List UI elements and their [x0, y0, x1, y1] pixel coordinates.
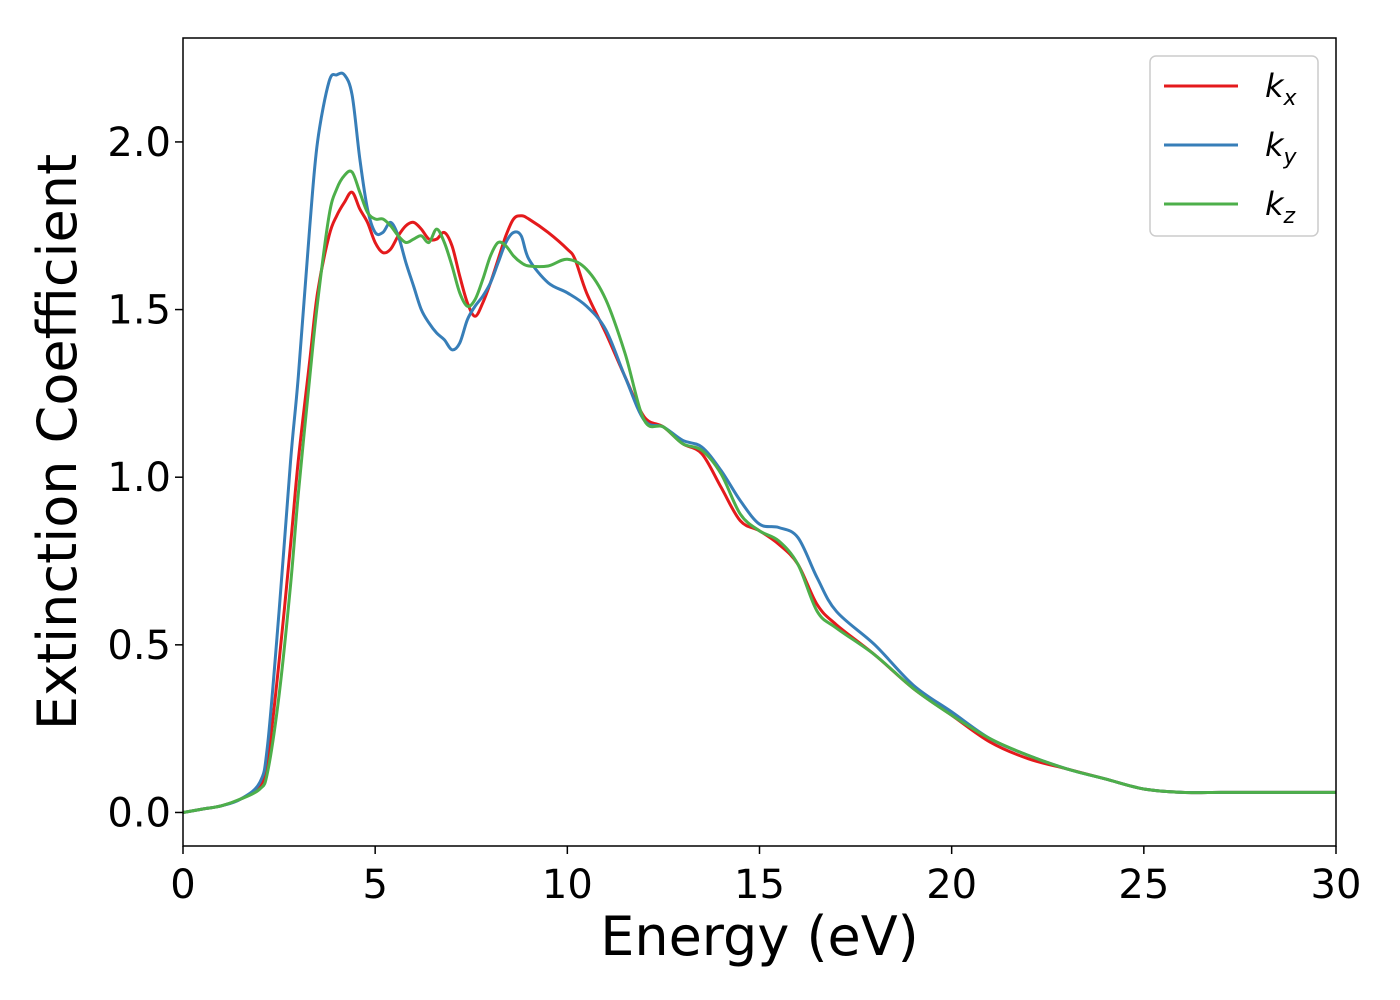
series-layer	[183, 71, 1336, 814]
legend: kx ky kz	[1149, 55, 1319, 237]
x-tick-label: 25	[1118, 862, 1169, 908]
x-tick-label: 5	[362, 862, 387, 908]
y-tick-label: 1.5	[107, 288, 171, 334]
legend-label-kz: kz	[1265, 185, 1296, 229]
series-line-ky	[183, 71, 1336, 814]
y-tick-label: 0.5	[107, 623, 171, 669]
x-tick-label: 20	[926, 862, 977, 908]
y-axis: 0.0 0.5 1.0 1.5 2.0	[107, 120, 183, 836]
x-axis-title: Energy (eV)	[600, 905, 919, 968]
x-tick-label: 30	[1311, 862, 1362, 908]
y-tick-label: 0.0	[107, 790, 171, 836]
legend-label-ky: ky	[1265, 126, 1298, 170]
series-line-kz	[183, 169, 1336, 814]
y-tick-label: 2.0	[107, 120, 171, 166]
x-axis: 0 5 10 15 20 25 30	[170, 846, 1361, 908]
x-tick-label: 0	[170, 862, 195, 908]
legend-label-kx: kx	[1265, 67, 1298, 111]
x-tick-label: 10	[542, 862, 593, 908]
y-axis-title: Extinction Coefficient	[26, 154, 89, 730]
x-tick-label: 15	[734, 862, 785, 908]
y-tick-label: 1.0	[107, 455, 171, 501]
series-line-kx	[183, 190, 1336, 814]
